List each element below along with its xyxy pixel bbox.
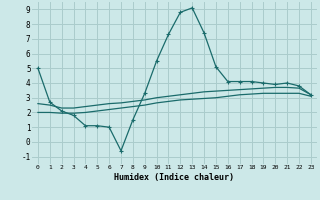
X-axis label: Humidex (Indice chaleur): Humidex (Indice chaleur) [115, 173, 234, 182]
